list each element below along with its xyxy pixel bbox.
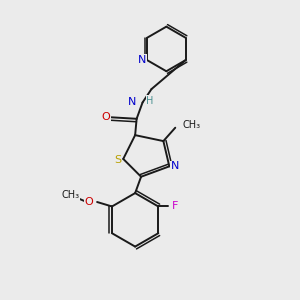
Text: N: N	[128, 97, 136, 107]
Text: O: O	[102, 112, 110, 122]
Text: N: N	[171, 161, 179, 171]
Text: O: O	[85, 197, 94, 207]
Text: N: N	[137, 55, 146, 65]
Text: F: F	[172, 202, 178, 212]
Text: CH₃: CH₃	[61, 190, 80, 200]
Text: H: H	[146, 96, 154, 106]
Text: CH₃: CH₃	[183, 120, 201, 130]
Text: S: S	[114, 155, 122, 165]
